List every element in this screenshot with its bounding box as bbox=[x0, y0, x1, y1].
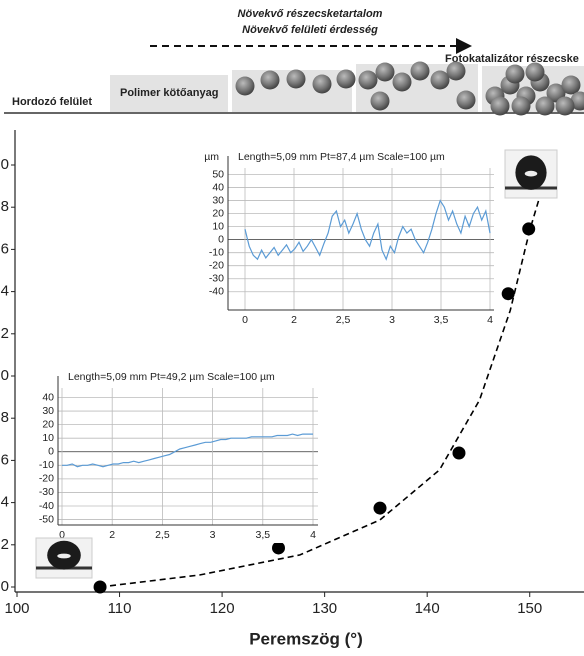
y-tick-label: 10 bbox=[0, 367, 9, 384]
y-tick-label: 40 bbox=[42, 391, 54, 403]
x-tick-label: 110 bbox=[108, 600, 132, 617]
y-tick-label: 10 bbox=[42, 432, 54, 444]
x-tick-label: 3 bbox=[389, 314, 395, 326]
y-tick-label: -10 bbox=[39, 459, 54, 471]
particle bbox=[511, 96, 531, 116]
particle bbox=[535, 96, 555, 116]
x-tick-label: 120 bbox=[210, 600, 235, 617]
x-tick-label: 2,5 bbox=[336, 314, 351, 326]
particle bbox=[358, 70, 378, 90]
y-tick-label: 0 bbox=[1, 578, 9, 595]
y-tick-label: 30 bbox=[42, 405, 54, 417]
particle bbox=[456, 90, 476, 110]
inset-y-label: µm bbox=[204, 151, 219, 163]
inset-title: Length=5,09 mm Pt=49,2 µm Scale=100 µm bbox=[68, 371, 275, 383]
particle bbox=[312, 74, 332, 94]
y-tick-label: -30 bbox=[209, 273, 224, 285]
x-tick-label: 130 bbox=[312, 600, 337, 617]
particle bbox=[555, 96, 575, 116]
y-tick-label: 30 bbox=[212, 194, 224, 206]
profile-line bbox=[244, 199, 491, 261]
y-tick-label: 2 bbox=[1, 536, 9, 553]
particle bbox=[336, 69, 356, 89]
highlight bbox=[524, 170, 538, 177]
y-tick-label: 20 bbox=[212, 207, 224, 219]
data-point bbox=[522, 222, 536, 236]
particle bbox=[375, 62, 395, 82]
x-tick-label: 100 bbox=[4, 600, 29, 617]
particle bbox=[446, 61, 466, 81]
stage-block bbox=[110, 75, 228, 112]
y-tick-label: -20 bbox=[209, 259, 224, 271]
y-tick-label: 0 bbox=[218, 233, 224, 245]
particle bbox=[235, 76, 255, 96]
inset-title: Length=5,09 mm Pt=87,4 µm Scale=100 µm bbox=[238, 151, 445, 163]
y-tick-label: 20 bbox=[0, 156, 9, 173]
particle bbox=[525, 62, 545, 82]
particle bbox=[430, 70, 450, 90]
x-tick-label: 3,5 bbox=[255, 529, 270, 541]
particle bbox=[392, 72, 412, 92]
y-tick-label: 18 bbox=[0, 198, 9, 215]
droplet-photo bbox=[35, 537, 93, 579]
data-point bbox=[501, 287, 515, 301]
x-tick-label: 0 bbox=[242, 314, 248, 326]
stage-label: Polimer kötőanyag bbox=[120, 87, 218, 99]
particle bbox=[286, 69, 306, 89]
trendline bbox=[100, 164, 550, 588]
schematic-title: Növekvő részecsketartalom bbox=[238, 8, 383, 20]
x-tick-label: 3 bbox=[210, 529, 216, 541]
y-tick-label: 40 bbox=[212, 181, 224, 193]
schematic: Növekvő részecsketartalom Növekvő felüle… bbox=[4, 8, 584, 116]
x-tick-label: 4 bbox=[487, 314, 493, 326]
highlight bbox=[57, 553, 71, 559]
x-axis-label: Peremszög (°) bbox=[249, 629, 363, 648]
schematic-title: Növekvő felületi érdesség bbox=[242, 24, 378, 36]
particle bbox=[490, 96, 510, 116]
data-point bbox=[373, 501, 387, 515]
x-tick-label: 150 bbox=[517, 600, 542, 617]
stage-label: Hordozó felület bbox=[12, 96, 92, 108]
x-tick-label: 2 bbox=[291, 314, 297, 326]
particle bbox=[370, 91, 390, 111]
y-tick-label: 0 bbox=[48, 446, 54, 458]
inset-background bbox=[28, 365, 324, 543]
x-tick-label: 2,5 bbox=[155, 529, 170, 541]
y-tick-label: 14 bbox=[0, 283, 9, 300]
particle bbox=[410, 61, 430, 81]
y-tick-label: 8 bbox=[1, 409, 9, 426]
y-tick-label: 20 bbox=[42, 418, 54, 430]
y-tick-label: 6 bbox=[1, 451, 9, 468]
y-tick-label: -50 bbox=[39, 513, 54, 525]
y-tick-label: -20 bbox=[39, 473, 54, 485]
x-tick-label: 3,5 bbox=[434, 314, 449, 326]
y-tick-label: -10 bbox=[209, 246, 224, 258]
particle bbox=[561, 75, 581, 95]
data-point bbox=[271, 541, 285, 555]
particle bbox=[505, 64, 525, 84]
x-tick-label: 2 bbox=[109, 529, 115, 541]
y-tick-label: -40 bbox=[39, 500, 54, 512]
y-tick-label: 16 bbox=[0, 240, 9, 257]
x-tick-label: 0 bbox=[59, 529, 65, 541]
y-tick-label: -40 bbox=[209, 286, 224, 298]
droplet-photo bbox=[504, 149, 558, 199]
data-point bbox=[93, 580, 107, 594]
y-tick-label: 50 bbox=[212, 168, 224, 180]
particle bbox=[260, 70, 280, 90]
x-tick-label: 140 bbox=[415, 600, 440, 617]
y-tick-label: 10 bbox=[212, 220, 224, 232]
x-tick-label: 4 bbox=[310, 529, 316, 541]
profile-line bbox=[62, 433, 313, 468]
data-point bbox=[452, 446, 466, 460]
stage-label: Fotokatalizátor részecske bbox=[445, 53, 579, 65]
y-tick-label: 12 bbox=[0, 325, 9, 342]
inset-background bbox=[215, 148, 497, 326]
y-tick-label: -30 bbox=[39, 486, 54, 498]
y-tick-label: 4 bbox=[1, 494, 9, 511]
